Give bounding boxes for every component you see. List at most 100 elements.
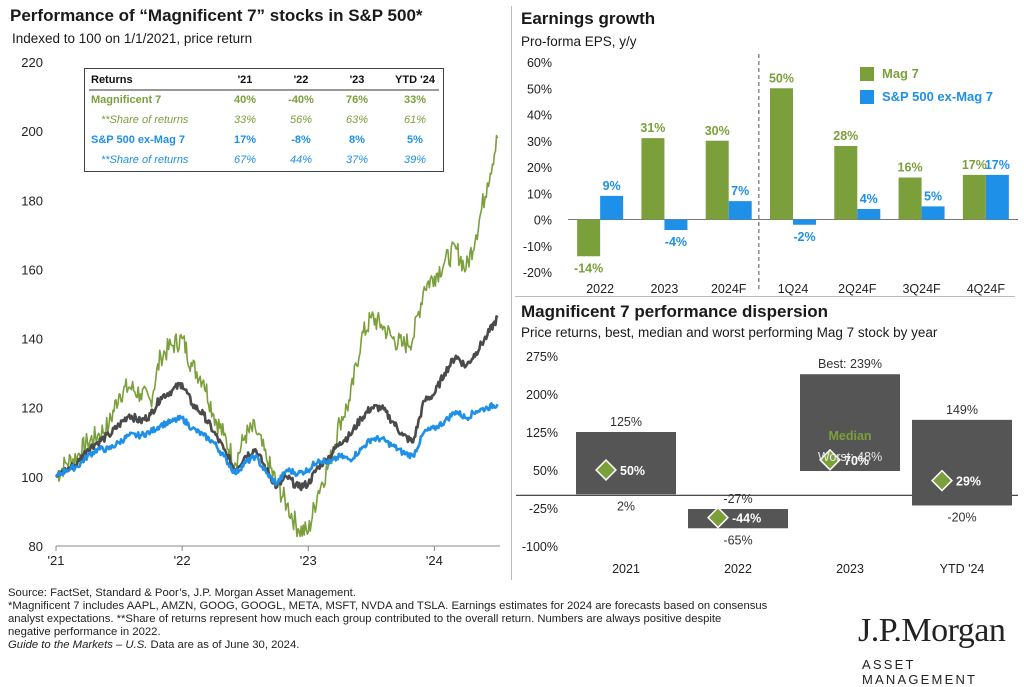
table-cell: -40% — [288, 94, 314, 106]
earnings-bar — [857, 209, 881, 220]
y-tick-label: 80 — [29, 539, 43, 554]
dispersion-y-tick: -100% — [522, 540, 558, 554]
footer-guide-title: Guide to the Markets – U.S. — [8, 639, 148, 651]
earnings-data-label: 17% — [962, 158, 987, 172]
earnings-bar — [793, 219, 816, 225]
earnings-category-label: 2022 — [586, 282, 614, 296]
best-annotation: Best: 239% — [818, 357, 882, 371]
dispersion-y-tick: 125% — [526, 426, 558, 440]
table-cell: 67% — [234, 154, 256, 166]
series-line-sp500 — [55, 315, 499, 492]
earnings-y-tick: 20% — [527, 161, 552, 175]
table-header: Returns — [91, 74, 133, 86]
table-header: YTD '24 — [395, 74, 436, 86]
y-tick-label: 180 — [21, 193, 43, 208]
best-label: 125% — [610, 415, 642, 429]
table-cell: 63% — [346, 114, 368, 126]
earnings-bar — [962, 174, 986, 220]
table-cell: 39% — [404, 154, 426, 166]
median-label: 70% — [844, 454, 869, 468]
earnings-bar — [834, 146, 858, 220]
earnings-data-label: 17% — [985, 158, 1010, 172]
line-chart: 80 100 120 140 160 180 200 220 '21 '22 '23 '24 — [21, 55, 500, 568]
returns-table-grid: Returns '21 '22 '23 YTD '24 Magnificent 7 40% -… — [89, 74, 439, 166]
table-cell: 76% — [346, 94, 368, 106]
earnings-y-tick: -10% — [523, 240, 552, 254]
earnings-data-label: -4% — [665, 235, 687, 249]
y-tick-label: 120 — [21, 401, 43, 416]
worst-label: 2% — [617, 499, 635, 513]
earnings-data-label: 9% — [603, 179, 621, 193]
table-cell: 56% — [290, 114, 312, 126]
earnings-bar — [664, 219, 688, 230]
footer-guide-date: Data are as of June 30, 2024. — [147, 639, 300, 651]
table-header: '22 — [294, 74, 309, 86]
earnings-category-label: 2023 — [651, 282, 679, 296]
earnings-category-label: 4Q24F — [967, 282, 1006, 296]
earnings-y-tick: 50% — [527, 82, 552, 96]
earnings-data-label: 16% — [898, 161, 923, 175]
dispersion-range-bar — [912, 419, 1012, 506]
earnings-y-tick: 0% — [534, 214, 552, 228]
asset-management-wordmark: ASSET MANAGEMENT — [862, 657, 978, 687]
table-row-label: **Share of returns — [101, 154, 189, 166]
median-annotation: Median — [828, 429, 871, 443]
footer-line-negative: negative performance in 2022. — [8, 626, 161, 638]
footer-notes: Source: FactSet, Standard & Poor’s, J.P.… — [8, 587, 858, 652]
dispersion-y-tick: 200% — [526, 388, 558, 402]
earnings-bar — [577, 219, 601, 257]
earnings-category-label: 1Q24 — [778, 282, 809, 296]
table-cell: 40% — [234, 94, 256, 106]
dispersion-subtitle: Price returns, best, median and worst pe… — [521, 325, 938, 340]
earnings-y-tick: 10% — [527, 187, 552, 201]
earnings-subtitle: Pro-forma EPS, y/y — [521, 34, 637, 49]
dispersion-range-bar — [800, 374, 900, 472]
earnings-y-tick: 60% — [527, 56, 552, 70]
dispersion-chart-content: -100% -25% 50% 125% 200% 275% 50% 125% 2% 2021 -44… — [516, 350, 1018, 576]
table-cell: 37% — [346, 154, 368, 166]
earnings-y-tick: 30% — [527, 135, 552, 149]
earnings-chart-content: -20% -10% 0% 10% 20% 30% 40% 50% 60% 2022 -14% 9% 20… — [523, 54, 1018, 296]
earnings-title: Earnings growth — [521, 9, 656, 28]
x-tick-label: '23 — [300, 553, 317, 568]
footer-line-definition: *Magnificent 7 includes AAPL, AMZN, GOOG… — [8, 600, 768, 612]
median-marker — [931, 469, 953, 492]
x-tick-label: '22 — [174, 553, 191, 568]
table-cell: 17% — [234, 134, 256, 146]
x-tick-label: '24 — [426, 553, 443, 568]
table-cell: -8% — [291, 134, 311, 146]
footer-line-source: Source: FactSet, Standard & Poor’s, J.P.… — [8, 587, 356, 599]
table-cell: 33% — [234, 114, 256, 126]
median-label: 50% — [620, 464, 645, 478]
table-row-label: S&P 500 ex-Mag 7 — [91, 134, 185, 146]
median-marker — [707, 506, 729, 529]
earnings-bar — [770, 88, 793, 220]
table-row-label: Magnificent 7 — [91, 94, 161, 106]
earnings-data-label: 4% — [860, 192, 878, 206]
legend-label: Mag 7 — [882, 66, 919, 81]
y-tick-label: 140 — [21, 332, 43, 347]
table-cell: 5% — [407, 134, 423, 146]
earnings-bar — [600, 195, 624, 220]
legend-swatch — [860, 67, 874, 81]
dispersion-y-tick: 50% — [533, 464, 558, 478]
series-line-mag7 — [55, 134, 499, 538]
earnings-data-label: 30% — [705, 124, 730, 138]
earnings-bar-chart: -20% -10% 0% 10% 20% 30% 40% 50% 60% 2022 -14% 9% 20… — [523, 54, 1018, 296]
panel-divider-vertical — [511, 6, 512, 580]
earnings-category-label: 2Q24F — [838, 282, 877, 296]
line-chart-subtitle: Indexed to 100 on 1/1/2021, price return — [12, 31, 253, 46]
jpmorgan-logo: J.P.Morgan — [858, 612, 1006, 649]
y-tick-label: 220 — [21, 55, 43, 70]
legend-swatch — [860, 90, 874, 104]
dispersion-category-label: 2021 — [612, 562, 640, 576]
earnings-bar — [728, 201, 752, 220]
line-chart-series — [54, 134, 499, 538]
earnings-data-label: 50% — [769, 71, 794, 85]
dispersion-category-label: YTD '24 — [940, 562, 985, 576]
median-label: -44% — [732, 512, 761, 526]
legend-label: S&P 500 ex-Mag 7 — [882, 89, 993, 104]
footer-guide: Guide to the Markets – U.S. Data are as … — [8, 639, 858, 652]
earnings-bar — [705, 140, 729, 220]
worst-annotation: Worst: 48% — [818, 450, 882, 464]
